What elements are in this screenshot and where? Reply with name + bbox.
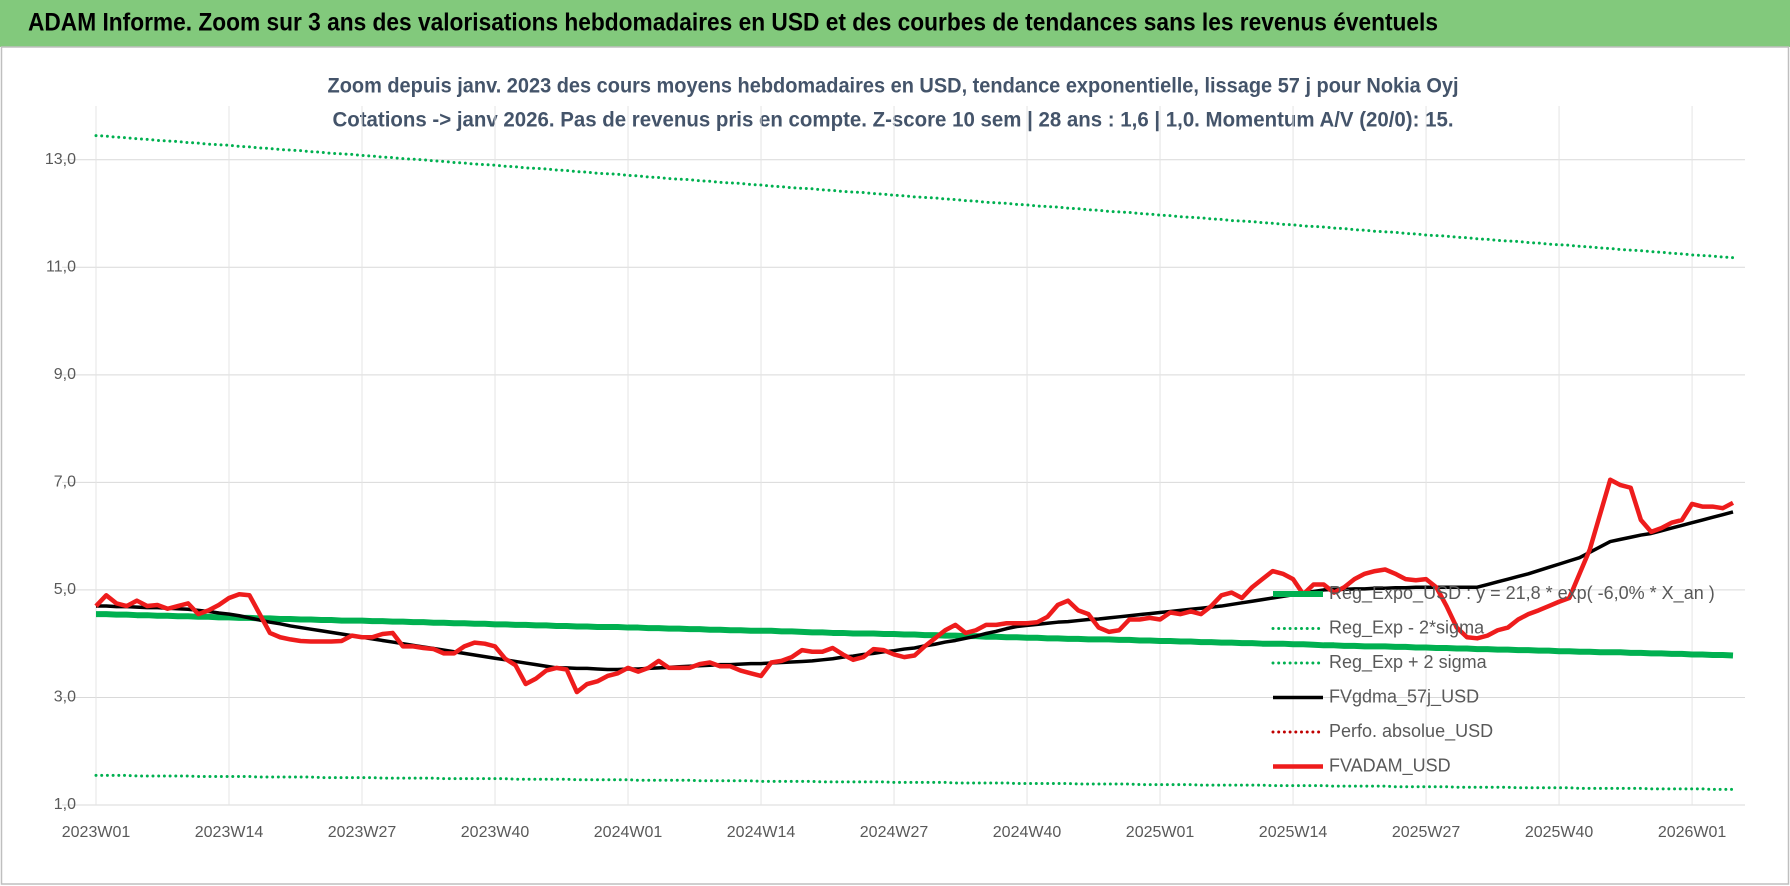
legend-label: Reg_Expo_USD : y = 21,8 * exp( -6,0% * X… — [1329, 583, 1715, 604]
x-tick-label: 2023W40 — [461, 824, 530, 841]
x-tick-label: 2025W01 — [1126, 824, 1195, 841]
y-tick-label: 3,0 — [54, 689, 76, 706]
x-tick-label: 2025W40 — [1525, 824, 1594, 841]
chart-title: ADAM Informe. Zoom sur 3 ans des valoris… — [28, 9, 1438, 37]
header-banner — [0, 0, 1790, 47]
x-tick-label: 2026W01 — [1658, 824, 1727, 841]
y-tick-label: 13,0 — [45, 151, 76, 168]
y-tick-label: 1,0 — [54, 796, 76, 813]
series-line — [96, 611, 1734, 659]
legend-label: Reg_Exp - 2*sigma — [1329, 617, 1485, 638]
chart-subtitle: Zoom depuis janv. 2023 des cours moyens … — [328, 75, 1459, 98]
x-tick-label: 2024W40 — [993, 824, 1062, 841]
legend-label: FVgdma_57j_USD — [1329, 686, 1479, 707]
x-tick-label: 2024W27 — [860, 824, 929, 841]
x-tick-label: 2024W14 — [727, 824, 796, 841]
x-tick-label: 2023W27 — [328, 824, 397, 841]
y-tick-label: 9,0 — [54, 366, 76, 383]
y-tick-label: 5,0 — [54, 581, 76, 598]
x-tick-label: 2024W01 — [594, 824, 663, 841]
chart-subtitle: Cotations -> janv 2026. Pas de revenus p… — [333, 109, 1454, 132]
legend-label: FVADAM_USD — [1329, 755, 1451, 776]
y-tick-label: 7,0 — [54, 474, 76, 491]
x-tick-label: 2025W14 — [1259, 824, 1328, 841]
series-line — [94, 477, 1735, 695]
legend-label: Reg_Exp + 2 sigma — [1329, 652, 1488, 673]
series-line — [94, 134, 1735, 260]
legend-label: Perfo. absolue_USD — [1329, 721, 1493, 742]
y-tick-label: 11,0 — [46, 259, 76, 276]
x-tick-label: 2023W01 — [62, 824, 131, 841]
series-line — [94, 773, 1735, 791]
x-tick-label: 2025W27 — [1392, 824, 1461, 841]
chart-frame — [0, 46, 1790, 885]
x-tick-label: 2023W14 — [195, 824, 264, 841]
